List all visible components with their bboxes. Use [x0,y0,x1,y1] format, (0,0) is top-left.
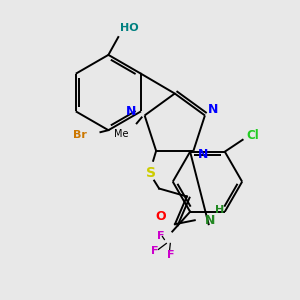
Text: N: N [208,103,218,116]
Text: N: N [205,214,215,227]
Text: N: N [126,105,137,118]
Text: O: O [156,210,167,223]
Text: H: H [214,205,224,215]
Text: Cl: Cl [247,129,259,142]
Text: F: F [157,230,164,241]
Text: Me: Me [114,129,129,139]
Text: S: S [146,166,156,180]
Text: N: N [198,148,209,161]
Text: HO: HO [120,23,139,33]
Text: F: F [167,250,174,260]
Text: Br: Br [73,130,87,140]
Text: F: F [151,246,158,256]
